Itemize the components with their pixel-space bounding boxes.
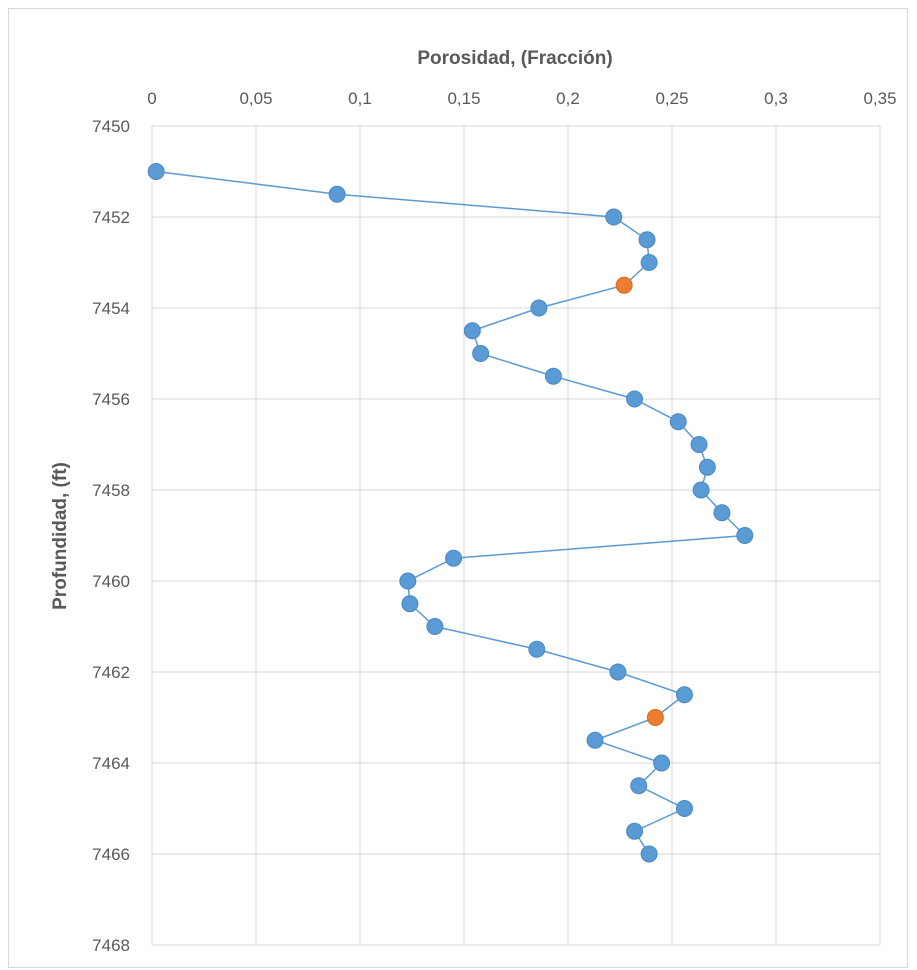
- y-tick-labels: 7450 7452 7454 7456 7458 7460 7462 7464 7466 7468: [92, 117, 130, 955]
- y-tick-label: 7466: [92, 845, 130, 864]
- data-point: [675, 686, 693, 704]
- data-point: [472, 345, 490, 362]
- highlight-point: [615, 276, 633, 294]
- x-tick-label: 0,35: [863, 89, 896, 108]
- y-tick-label: 7460: [92, 572, 130, 591]
- data-point: [586, 731, 604, 749]
- data-point: [713, 504, 731, 522]
- data-point: [698, 458, 716, 476]
- data-point: [528, 640, 546, 658]
- data-point: [544, 367, 562, 385]
- data-point: [328, 185, 346, 203]
- data-point: [399, 572, 417, 590]
- data-point: [609, 663, 627, 681]
- data-point: [426, 618, 444, 635]
- data-point: [640, 845, 658, 863]
- series-line: [156, 170, 747, 855]
- x-tick-label: 0,2: [556, 89, 580, 108]
- data-point: [653, 754, 671, 772]
- data-point: [638, 231, 656, 249]
- x-axis-title: Porosidad, (Fracción): [417, 48, 612, 69]
- y-tick-label: 7464: [92, 754, 130, 773]
- grid: [151, 125, 881, 946]
- data-point: [640, 254, 658, 271]
- y-tick-label: 7450: [92, 117, 130, 136]
- data-point: [626, 822, 644, 840]
- series-porosity: [147, 163, 754, 863]
- y-tick-label: 7458: [92, 481, 130, 500]
- data-point: [675, 800, 693, 817]
- y-tick-label: 7456: [92, 390, 130, 409]
- data-point: [626, 390, 644, 408]
- data-point: [736, 527, 754, 544]
- highlight-point: [646, 709, 664, 726]
- x-tick-label: 0,3: [764, 89, 788, 108]
- data-point: [530, 299, 548, 317]
- data-point: [463, 322, 481, 340]
- data-point: [692, 481, 710, 499]
- x-tick-label: 0,15: [447, 89, 480, 108]
- y-tick-label: 7452: [92, 208, 130, 227]
- y-axis-title: Profundidad, (ft): [50, 462, 71, 610]
- x-tick-label: 0,25: [655, 89, 688, 108]
- y-tick-label: 7462: [92, 663, 130, 682]
- y-tick-label: 7468: [92, 936, 130, 955]
- data-point: [669, 413, 687, 431]
- data-point: [445, 549, 463, 567]
- x-tick-label: 0: [147, 89, 156, 108]
- data-point: [630, 777, 648, 795]
- x-tick-label: 0,1: [348, 89, 372, 108]
- data-point: [147, 163, 165, 180]
- data-point: [401, 595, 419, 613]
- data-point: [605, 208, 623, 226]
- x-tick-labels: 0 0,05 0,1 0,15 0,2 0,25 0,3 0,35: [147, 89, 896, 108]
- x-tick-label: 0,05: [239, 89, 272, 108]
- y-tick-label: 7454: [92, 299, 130, 318]
- data-point: [690, 436, 708, 453]
